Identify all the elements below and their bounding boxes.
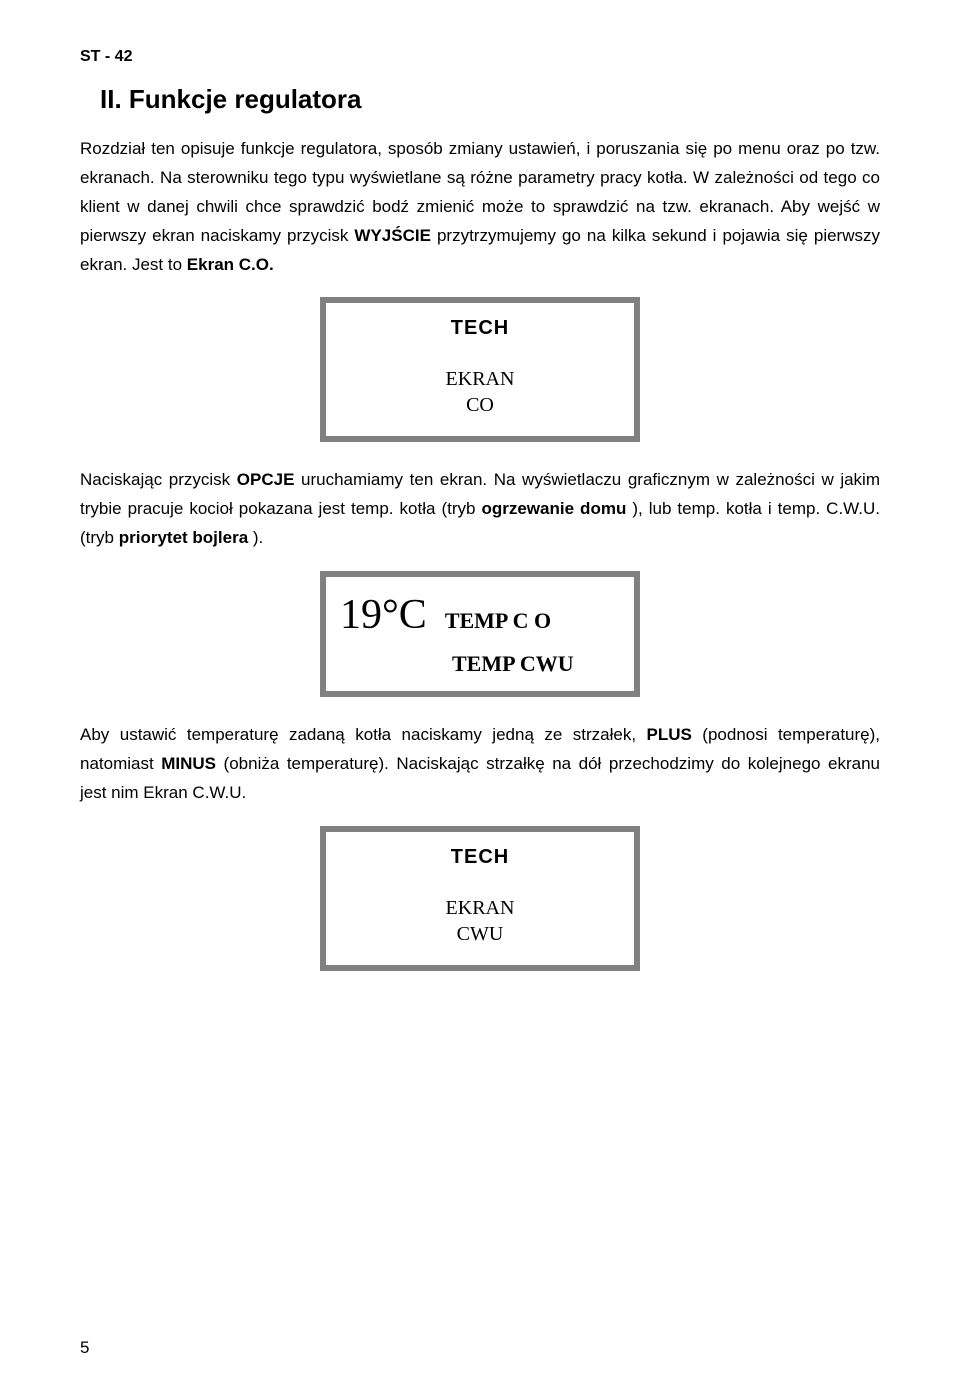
p1-bold-ekran-co: Ekran C.O. [187,255,274,274]
ekran-label-1: EKRAN [336,366,624,392]
display-box-temp: 19°C TEMP C O TEMP CWU [320,571,640,697]
display-box-ekran-co: TECH EKRAN CO [320,297,640,442]
p2-text-d: ). [248,528,263,547]
p2-bold-priorytet: priorytet bojlera [119,528,248,547]
doc-header: ST - 42 [80,48,880,66]
page-number: 5 [80,1338,89,1358]
p1-bold-wyjscie: WYJŚCIE [354,226,431,245]
p2-bold-opcje: OPCJE [237,470,295,489]
ekran-label-3: EKRAN [336,895,624,921]
temp-row: 19°C TEMP C O [340,591,620,639]
p3-text-a: Aby ustawić temperaturę zadaną kotła nac… [80,725,647,744]
ekran-label-4: CWU [336,921,624,947]
temp-label-co: TEMP C O [445,608,551,634]
tech-logo-icon: TECH [336,317,624,340]
page: ST - 42 II. Funkcje regulatora Rozdział … [0,0,960,1394]
temp-value: 19°C [340,591,427,639]
p3-bold-plus: PLUS [647,725,692,744]
section-heading: II. Funkcje regulatora [100,84,880,115]
tech-logo-icon: TECH [336,846,624,869]
display-box-ekran-cwu: TECH EKRAN CWU [320,826,640,971]
p2-bold-ogrzewanie: ogrzewanie domu [481,499,626,518]
ekran-label-2: CO [336,392,624,418]
p3-bold-minus: MINUS [161,754,216,773]
paragraph-3: Aby ustawić temperaturę zadaną kotła nac… [80,721,880,808]
paragraph-2: Naciskając przycisk OPCJE uruchamiamy te… [80,466,880,553]
paragraph-1: Rozdział ten opisuje funkcje regulatora,… [80,135,880,279]
p2-text-a: Naciskając przycisk [80,470,237,489]
temp-label-cwu: TEMP CWU [452,651,620,677]
